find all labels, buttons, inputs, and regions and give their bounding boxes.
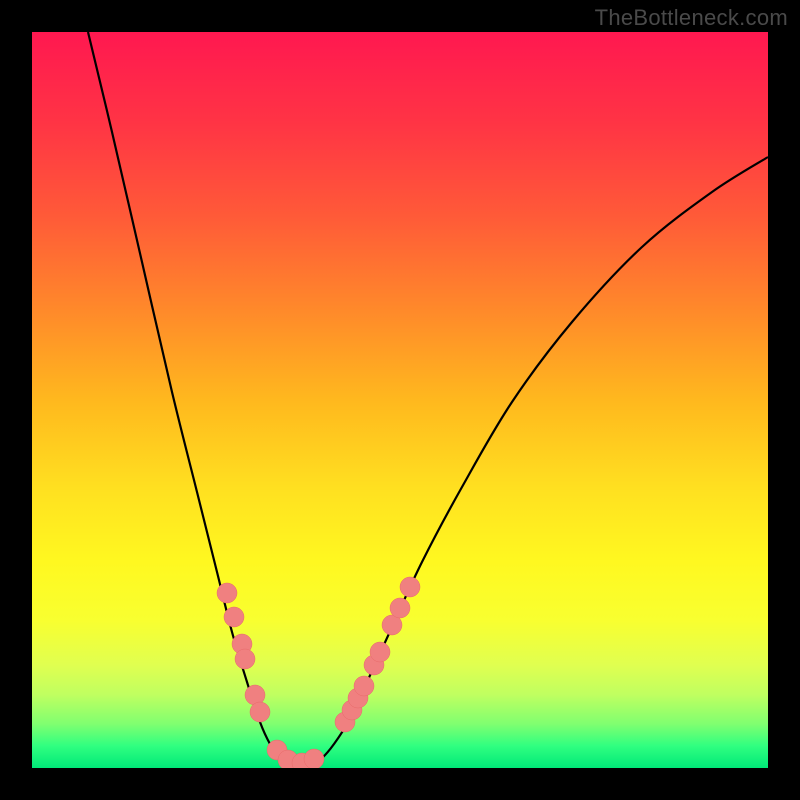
plot-area (32, 32, 768, 768)
data-marker (354, 676, 374, 696)
chart-svg (32, 32, 768, 768)
data-marker (217, 583, 237, 603)
data-marker (250, 702, 270, 722)
data-marker (370, 642, 390, 662)
data-marker (235, 649, 255, 669)
marker-group (217, 577, 420, 768)
data-marker (304, 749, 324, 768)
v-curve-line (88, 32, 768, 767)
watermark-text: TheBottleneck.com (595, 5, 788, 31)
data-marker (390, 598, 410, 618)
data-marker (224, 607, 244, 627)
data-marker (400, 577, 420, 597)
